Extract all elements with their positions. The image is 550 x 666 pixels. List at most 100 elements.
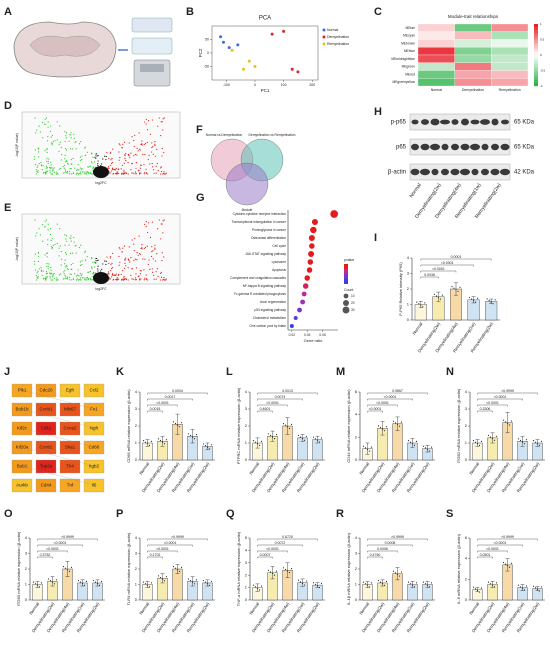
volcano-point [38,125,40,127]
heatmap-cell [491,47,529,56]
replicate-dot [385,426,388,428]
replicate-dot [495,435,498,437]
row-label: MEgreen [402,65,416,69]
replicate-dot [455,289,457,291]
volcano-point [106,151,108,154]
blot-band [411,119,419,125]
replicate-dot [519,586,522,588]
volcano-point [141,140,143,142]
error-bar [35,581,40,588]
replicate-dot [53,583,56,585]
volcano-point [50,125,52,127]
replicate-dot [504,421,507,423]
y-tick-label: 4 [465,389,468,394]
replicate-dot [525,585,528,587]
gene-node [11,459,33,474]
volcano-point [157,228,159,230]
volcano-point [85,277,87,279]
volcano-point [135,279,137,281]
point [221,40,225,44]
blot-band [411,143,419,151]
volcano-point [111,157,113,160]
volcano-point [90,266,93,268]
volcano-point [44,226,46,228]
volcano-point [118,151,120,153]
panel-label: O [4,508,13,520]
replicate-dot [426,584,429,586]
replicate-dot [299,581,302,583]
dot [301,291,307,297]
replicate-dot [424,302,426,304]
volcano-point [125,265,127,267]
replicate-dot [422,581,425,583]
protein-label: β-actin [388,170,406,176]
replicate-dot [159,439,162,442]
volcano-point [127,154,129,156]
replicate-dot [320,582,323,585]
replicate-dot [510,420,513,422]
volcano-point [139,167,142,169]
y-tick-label: 2 [355,434,358,439]
volcano-point [39,131,41,133]
volcano-point [70,273,72,276]
volcano-point [152,146,154,148]
volcano-point [122,143,124,145]
volcano-point [37,171,39,173]
replicate-dot [426,448,429,451]
p-value: >0.9999 [391,535,404,539]
y-tick-label: 2 [245,423,248,428]
error-bar [395,416,400,431]
volcano-point [80,169,82,171]
replicate-dot [286,426,289,428]
panel-label: C [374,6,382,18]
replicate-dot [208,584,211,586]
replicate-dot [70,566,73,569]
volcano-point [146,173,149,175]
replicate-dot [172,421,175,423]
replicate-dot [174,422,177,425]
gene-label: Cd68 [89,445,100,450]
volcano-point [36,232,38,234]
p-value: <0.0001 [494,541,507,545]
replicate-dot [288,572,291,574]
volcano-point [47,229,49,231]
volcano-point [62,165,64,168]
significance-bracket [477,544,523,547]
significance-bracket [477,538,538,541]
significance-bracket [257,392,318,395]
volcano-point [145,225,147,228]
volcano-point [149,163,151,165]
heatmap-cell [454,39,492,48]
volcano-point [93,266,96,268]
gene-node [35,402,57,417]
volcano-point [41,274,43,276]
gene-label: Top2a [40,464,53,469]
volcano-point [151,221,153,223]
y-tick-label: 6 [465,535,468,540]
volcano-point [163,256,165,258]
volcano-point [156,253,158,255]
volcano-point [118,159,120,161]
volcano-point [142,258,144,260]
volcano-point [69,148,72,150]
volcano-point [91,153,93,155]
volcano-point [56,171,58,173]
replicate-dot [148,444,151,446]
replicate-dot [288,427,291,429]
gene-node [83,478,105,493]
error-bar [365,581,370,588]
gene-label: Ccnb1 [39,407,53,412]
replicate-dot [415,440,418,442]
color-legend [344,269,348,274]
volcano-point [49,169,51,172]
replicate-dot [502,561,505,564]
volcano-point [64,270,66,272]
volcano-point [134,237,136,240]
volcano-point [160,167,162,169]
column-label: Remyelination [499,88,521,92]
volcano-point [133,259,135,262]
volcano-point [127,267,129,269]
point [230,48,234,52]
volcano-point [75,252,77,254]
volcano-point [34,253,36,255]
